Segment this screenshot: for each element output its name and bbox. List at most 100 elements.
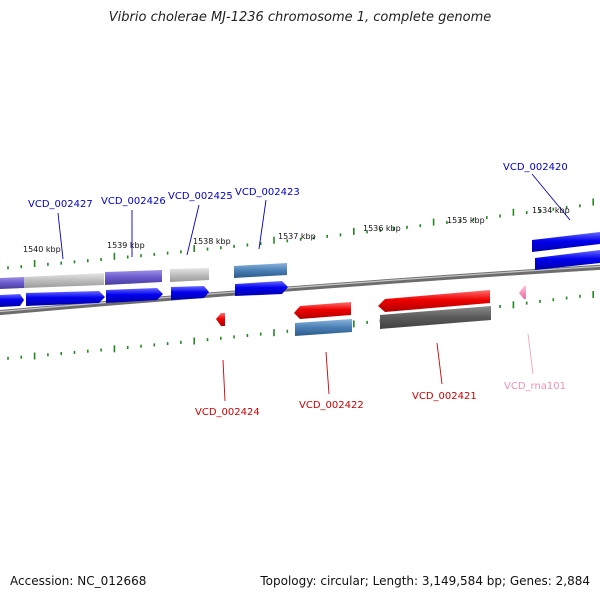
- tick-mark: [180, 341, 182, 344]
- tick-mark: [60, 352, 62, 355]
- leader-line: [187, 205, 199, 255]
- tick-mark: [100, 258, 102, 261]
- gene-arrow-VCD_002423: [235, 281, 288, 296]
- tick-mark: [140, 254, 142, 257]
- tick-mark: [247, 334, 249, 337]
- tick-mark: [486, 216, 488, 219]
- gene-label: VCD_002427: [28, 199, 93, 210]
- tick-mark: [353, 320, 355, 327]
- tick-mark: [539, 300, 541, 303]
- tick-mark: [60, 262, 62, 265]
- tick-mark: [406, 226, 408, 229]
- tick-mark: [167, 342, 169, 345]
- tick-mark: [433, 219, 435, 226]
- tick-mark: [326, 235, 328, 238]
- tick-mark: [340, 233, 342, 236]
- tick-mark: [553, 298, 555, 301]
- leader-line: [528, 334, 533, 374]
- gene-label: VCD_002423: [235, 187, 300, 198]
- tick-mark: [579, 295, 581, 298]
- cog-block: [0, 277, 24, 289]
- cog-block: [532, 232, 600, 252]
- leader-line: [326, 352, 329, 394]
- gene-arrow-VCD_002424: [216, 313, 225, 326]
- tick-mark: [87, 259, 89, 262]
- gene-arrow-VCD_002422: [294, 302, 351, 319]
- tick-mark: [273, 329, 275, 336]
- tick-mark: [207, 248, 209, 251]
- tick-mark: [74, 260, 76, 263]
- leader-line: [223, 360, 225, 401]
- cog-block: [170, 268, 209, 282]
- tick-mark: [526, 211, 528, 214]
- tick-mark: [167, 252, 169, 255]
- tick-label: 1537 kbp: [278, 232, 316, 241]
- tick-mark: [353, 228, 355, 235]
- tick-mark: [140, 345, 142, 348]
- tick-mark: [21, 356, 23, 359]
- gene-label: VCD_002420: [503, 162, 568, 173]
- tick-mark: [220, 337, 222, 340]
- tick-mark: [34, 260, 36, 267]
- cog-block: [234, 263, 287, 278]
- tick-mark: [154, 253, 156, 256]
- tick-mark: [499, 215, 501, 218]
- tick-label: 1534 kbp: [532, 206, 570, 215]
- accession-text: Accession: NC_012668: [10, 574, 146, 588]
- gene-arrow-forward: [0, 294, 24, 307]
- tick-mark: [579, 204, 581, 207]
- gene-label: VCD_002424: [195, 407, 260, 418]
- gene-label: VCD_002421: [412, 391, 477, 402]
- tick-label: 1540 kbp: [23, 245, 61, 254]
- tick-mark: [592, 291, 594, 298]
- tick-mark: [47, 263, 49, 266]
- tick-mark: [513, 209, 515, 216]
- leader-line: [259, 200, 266, 249]
- tick-mark: [287, 330, 289, 333]
- tick-label: 1535 kbp: [447, 216, 485, 225]
- tick-mark: [207, 338, 209, 341]
- gene-label: VCD_002422: [299, 400, 364, 411]
- cog-block: [295, 319, 352, 336]
- cog-block: [24, 273, 104, 288]
- tick-mark: [420, 224, 422, 227]
- tick-mark: [87, 350, 89, 353]
- gene-arrow-VCD_rna101: [519, 286, 526, 299]
- tick-mark: [21, 265, 23, 268]
- tick-mark: [74, 351, 76, 354]
- tick-mark: [499, 305, 501, 308]
- tick-mark: [220, 246, 222, 249]
- tick-mark: [260, 333, 262, 336]
- tick-mark: [114, 345, 116, 352]
- tick-mark: [7, 266, 9, 269]
- tick-mark: [247, 244, 249, 247]
- tick-mark: [100, 349, 102, 352]
- tick-mark: [513, 301, 515, 308]
- tick-mark: [180, 250, 182, 253]
- leader-line: [437, 343, 442, 384]
- gene-label: VCD_rna101: [504, 381, 566, 392]
- gene-label: VCD_002425: [168, 191, 233, 202]
- tick-mark: [273, 237, 275, 244]
- tick-mark: [47, 353, 49, 356]
- gene-arrow-VCD_002425: [171, 286, 209, 300]
- tick-label: 1538 kbp: [193, 237, 231, 246]
- tick-label: 1536 kbp: [363, 224, 401, 233]
- genome-stats-text: Topology: circular; Length: 3,149,584 bp…: [260, 574, 590, 588]
- tick-mark: [127, 256, 129, 259]
- tick-mark: [114, 253, 116, 260]
- tick-mark: [127, 346, 129, 349]
- tick-label: 1539 kbp: [107, 241, 145, 250]
- tick-mark: [366, 321, 368, 324]
- tick-mark: [154, 343, 156, 346]
- gene-label: VCD_002426: [101, 196, 166, 207]
- cog-block: [105, 270, 162, 285]
- tick-mark: [193, 338, 195, 345]
- tick-mark: [193, 245, 195, 252]
- tick-mark: [526, 302, 528, 305]
- tick-mark: [592, 199, 594, 206]
- tick-mark: [233, 245, 235, 248]
- tick-mark: [7, 357, 9, 360]
- tick-mark: [233, 335, 235, 338]
- tick-mark: [566, 297, 568, 300]
